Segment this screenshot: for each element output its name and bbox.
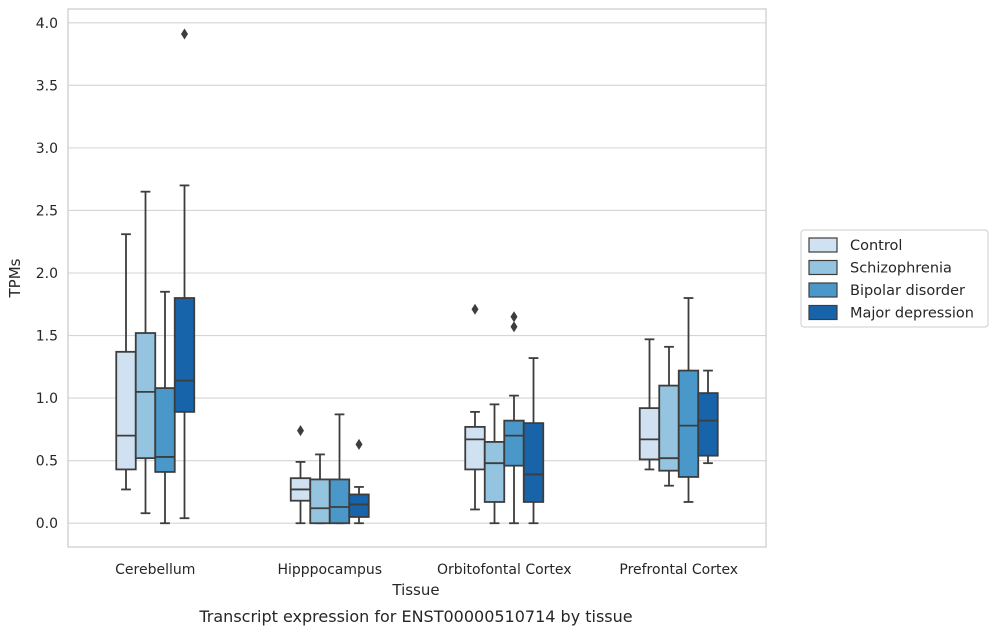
legend: Control Schizophrenia Bipolar disorder Majo…	[800, 229, 989, 328]
x-tick-label: Hipppocampus	[277, 562, 382, 578]
box-iqr	[522, 422, 545, 503]
legend-label: Major depression	[850, 306, 974, 322]
box-groups	[115, 28, 719, 525]
y-tick-label: 4.0	[36, 16, 58, 32]
x-tick-label: Prefrontal Cortex	[619, 562, 738, 578]
legend-swatch	[808, 304, 838, 321]
x-tick-label: Cerebellum	[115, 562, 195, 578]
y-tick-label: 3.0	[36, 141, 58, 157]
legend-frame	[800, 229, 989, 328]
box-iqr	[483, 441, 506, 503]
y-axis-label: TPMs	[6, 258, 24, 298]
y-axis-ticks: 0.0 0.5 1.0 1.5 2.0 2.5 3.0 3.5 4.0	[36, 16, 58, 532]
box-iqr	[697, 392, 719, 457]
legend-swatch	[808, 282, 838, 298]
box-outlier	[355, 438, 363, 450]
x-axis-label: Tissue	[391, 581, 439, 599]
plot-frame	[67, 8, 767, 548]
legend-label: Schizophrenia	[850, 261, 952, 277]
y-tick-label: 1.5	[36, 329, 58, 345]
box-iqr	[154, 387, 176, 473]
chart-caption: Transcript expression for ENST0000051071…	[198, 607, 632, 626]
x-tick-label: Orbitofontal Cortex	[437, 562, 572, 578]
legend-swatch	[808, 259, 838, 276]
y-tick-label: 0.0	[36, 516, 58, 532]
box-outlier	[181, 28, 188, 40]
box-group	[464, 303, 545, 525]
legend-label: Control	[850, 238, 902, 254]
box-iqr	[309, 478, 331, 525]
y-tick-label: 3.5	[36, 78, 58, 94]
box-outlier	[297, 425, 304, 437]
y-tick-label: 2.5	[36, 203, 58, 219]
box-group	[115, 28, 196, 525]
box-iqr	[464, 425, 486, 471]
box-outlier	[471, 303, 479, 315]
box-iqr	[115, 350, 137, 471]
box-iqr	[638, 407, 661, 461]
box-outlier	[510, 321, 518, 333]
legend-label: Bipolar disorder	[850, 283, 965, 299]
box-iqr	[348, 493, 370, 518]
box-group	[638, 297, 719, 503]
box-group	[289, 413, 370, 525]
box-outlier	[510, 311, 518, 323]
y-tick-label: 0.5	[36, 454, 58, 470]
box-iqr	[677, 369, 700, 478]
legend-swatch	[808, 237, 838, 253]
box-iqr	[328, 478, 351, 525]
x-axis-ticks: Cerebellum Hipppocampus Orbitofontal Corte…	[115, 562, 738, 578]
y-tick-label: 2.0	[36, 266, 58, 282]
y-tick-label: 1.0	[36, 391, 58, 407]
box-iqr	[134, 332, 157, 460]
box-iqr	[503, 419, 525, 467]
box-iqr	[173, 297, 196, 413]
